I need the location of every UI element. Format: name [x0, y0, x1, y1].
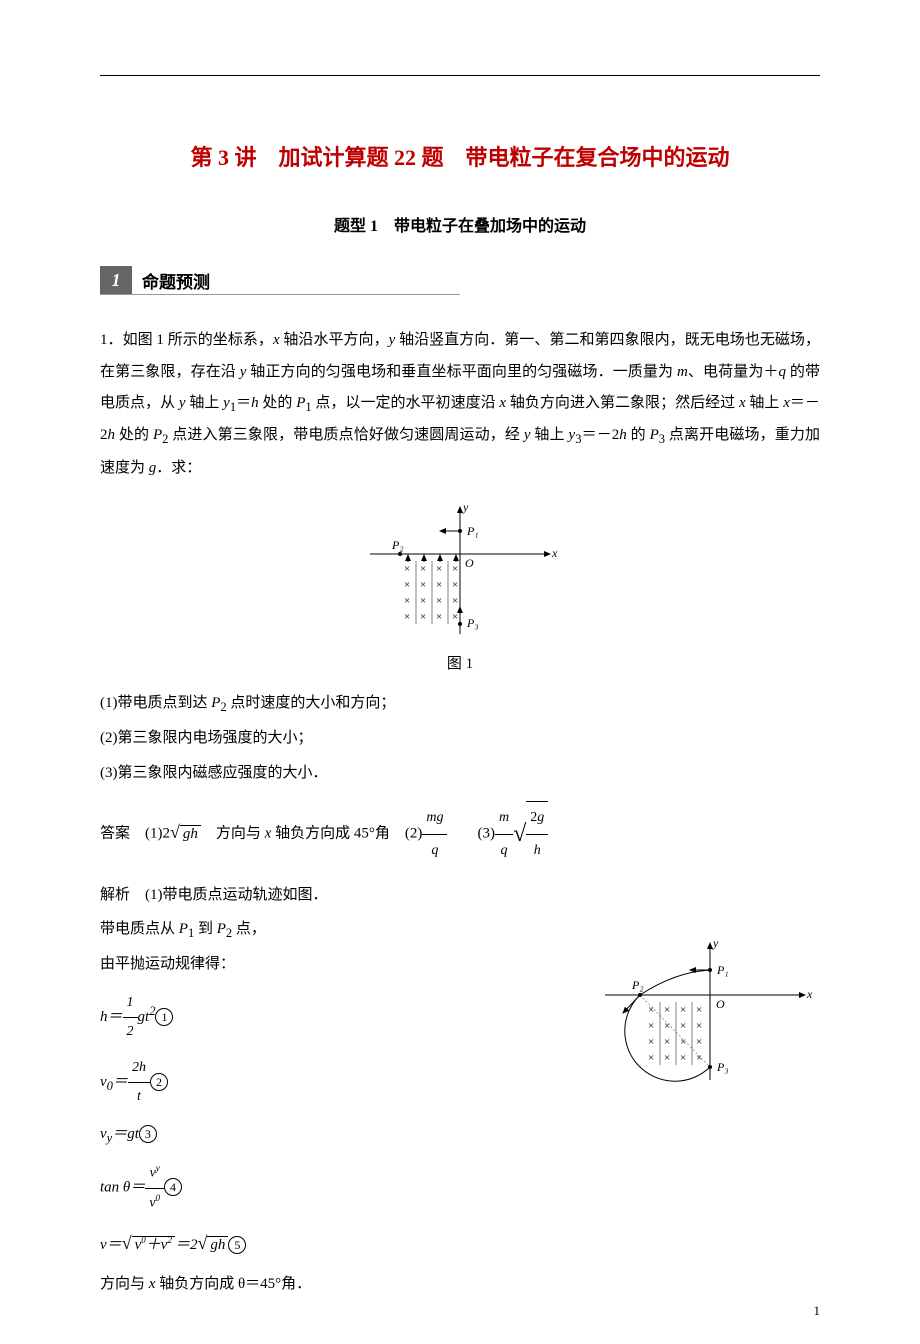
svg-text:×: × — [404, 611, 410, 623]
t4: 轴正方向的匀强电场和垂直坐标平面向里的匀强磁场．一质量为 — [246, 364, 677, 380]
problem-statement: 1．如图 1 所示的坐标系，x 轴沿水平方向，y 轴沿竖直方向．第一、第二和第四… — [100, 325, 820, 484]
svg-text:P₁: P₁ — [716, 963, 729, 977]
svg-text:×: × — [436, 595, 442, 607]
svg-text:×: × — [436, 563, 442, 575]
svg-text:×: × — [680, 1004, 686, 1016]
t15: 的 — [627, 427, 650, 443]
sl2b: 到 — [194, 921, 217, 937]
svg-text:×: × — [420, 579, 426, 591]
svg-text:y: y — [712, 936, 719, 950]
svg-text:×: × — [648, 1052, 654, 1064]
subtitle: 题型 1 带电粒子在叠加场中的运动 — [100, 212, 820, 236]
svg-text:×: × — [696, 1004, 702, 1016]
sl2a: 带电质点从 — [100, 921, 179, 937]
t2: 轴沿水平方向， — [280, 332, 389, 348]
svg-text:×: × — [648, 1004, 654, 1016]
svg-text:×: × — [436, 579, 442, 591]
svg-text:P₂: P₂ — [631, 978, 644, 992]
ans-mid3: (3) — [447, 826, 495, 842]
p2-label: P₂ — [391, 538, 404, 552]
solution-final: 方向与 x 轴负方向成 θ＝45°角． — [100, 1269, 820, 1301]
t8: 处的 — [259, 395, 297, 411]
formula-3: vy＝gt3 — [100, 1119, 820, 1151]
svg-text:×: × — [420, 595, 426, 607]
question-3: (3)第三象限内磁感应强度的大小． — [100, 758, 820, 790]
svg-text:O: O — [716, 997, 725, 1011]
svg-text:×: × — [696, 1052, 702, 1064]
solution-line-1: 解析 (1)带电质点运动轨迹如图． — [100, 880, 820, 912]
svg-text:×: × — [680, 1020, 686, 1032]
svg-text:×: × — [452, 579, 458, 591]
sl2c: 点， — [232, 921, 266, 937]
q1-prefix: (1)带电质点到达 — [100, 695, 211, 711]
x-axis-label: x — [551, 546, 558, 560]
sl-p1: P — [179, 921, 188, 937]
ans-mid2: 轴负方向成 45°角 (2) — [271, 826, 422, 842]
answer-line: 答案 (1)2gh 方向与 x 轴负方向成 45°角 (2)mgq (3)mq√… — [100, 801, 820, 867]
question-1: (1)带电质点到达 P2 点时速度的大小和方向； — [100, 688, 820, 720]
q1-suffix: 点时速度的大小和方向； — [227, 695, 396, 711]
t17: ．求： — [156, 460, 201, 476]
svg-text:×: × — [696, 1020, 702, 1032]
t1: 1．如图 1 所示的坐标系， — [100, 332, 273, 348]
svg-text:×: × — [436, 611, 442, 623]
svg-text:×: × — [452, 595, 458, 607]
origin-label: O — [465, 556, 474, 570]
svg-text:×: × — [420, 563, 426, 575]
sl-p2: P — [217, 921, 226, 937]
svg-text:×: × — [648, 1036, 654, 1048]
svg-text:×: × — [664, 1036, 670, 1048]
svg-text:×: × — [696, 1036, 702, 1048]
sf-b: 轴负方向成 θ＝45°角． — [155, 1276, 311, 1292]
page-number: 1 — [814, 1303, 821, 1319]
section-header: 1 命题预测 — [100, 266, 460, 295]
t5: 、电荷量为＋ — [688, 364, 779, 380]
svg-text:×: × — [664, 1020, 670, 1032]
t9: 点，以一定的水平初速度沿 — [312, 395, 500, 411]
svg-text:×: × — [664, 1004, 670, 1016]
svg-text:×: × — [680, 1052, 686, 1064]
diagram-1-svg: y x O P₁ P₂ P₃ × × × × × × × × × × × × × × × × — [350, 499, 570, 639]
svg-text:x: x — [806, 987, 813, 1001]
svg-text:×: × — [648, 1020, 654, 1032]
svg-text:×: × — [452, 611, 458, 623]
formula-5: v＝v0＋v2＝2gh5 — [100, 1225, 820, 1261]
figure-1: y x O P₁ P₂ P₃ × × × × × × × × × × × × × × × × — [100, 499, 820, 673]
t14: 轴上 — [531, 427, 569, 443]
p1-label: P₁ — [466, 524, 479, 538]
main-title: 第 3 讲 加试计算题 22 题 带电粒子在复合场中的运动 — [100, 140, 820, 172]
svg-text:×: × — [404, 563, 410, 575]
t11: 轴上 — [746, 395, 784, 411]
t13: 点进入第三象限，带电质点恰好做匀速圆周运动，经 — [168, 427, 523, 443]
diagram-2-svg: y x O P₁ P₂ P₃ × × × × × × × × × × × × × × × × — [590, 935, 820, 1085]
figure-1-caption: 图 1 — [100, 652, 820, 673]
section-number-box: 1 — [100, 266, 132, 294]
ans-prefix: 答案 (1)2 — [100, 826, 170, 842]
formula-4: tan θ＝vyv04 — [100, 1159, 820, 1217]
svg-text:P₃: P₃ — [716, 1060, 729, 1074]
section-title: 命题预测 — [142, 268, 210, 293]
svg-text:×: × — [404, 579, 410, 591]
svg-text:×: × — [680, 1036, 686, 1048]
svg-text:×: × — [664, 1052, 670, 1064]
ans-mid1: 方向与 — [201, 826, 265, 842]
svg-text:×: × — [404, 595, 410, 607]
t12: 处的 — [115, 427, 153, 443]
diagram-2-wrapper: y x O P₁ P₂ P₃ × × × × × × × × × × × × × × × × — [590, 935, 820, 1090]
question-2: (2)第三象限内电场强度的大小； — [100, 723, 820, 755]
svg-text:×: × — [452, 563, 458, 575]
svg-text:×: × — [420, 611, 426, 623]
sf-a: 方向与 — [100, 1276, 149, 1292]
header-rule — [100, 75, 820, 76]
y-axis-label: y — [462, 500, 469, 514]
t7: 轴上 — [186, 395, 224, 411]
p3-label: P₃ — [466, 616, 479, 630]
magnetic-field-crosses: × × × × × × × × × × × × × × × × — [404, 555, 458, 624]
t10: 轴负方向进入第二象限；然后经过 — [506, 395, 739, 411]
